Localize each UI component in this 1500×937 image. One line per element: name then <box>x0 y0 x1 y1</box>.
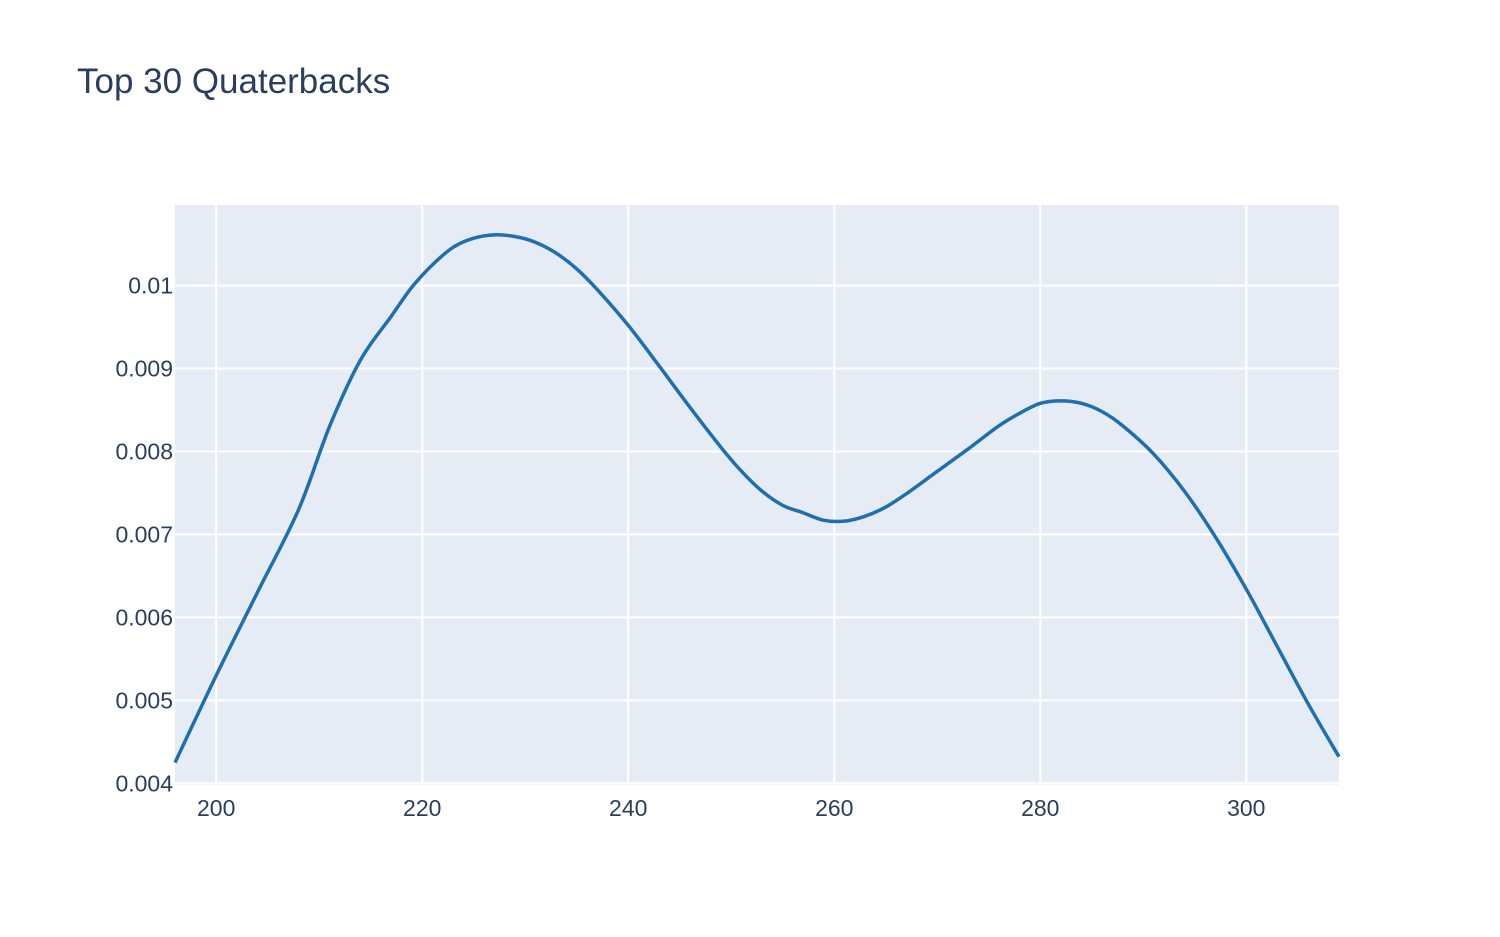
x-tick-label: 300 <box>1227 795 1265 821</box>
y-tick-label: 0.006 <box>115 604 173 630</box>
line-layer <box>173 233 1341 764</box>
y-axis-ticks: 0.004 0.005 0.006 0.007 0.008 0.009 0.01 <box>115 272 173 796</box>
x-tick-label: 220 <box>403 795 441 821</box>
x-tick-label: 240 <box>609 795 647 821</box>
x-tick-label: 280 <box>1021 795 1059 821</box>
y-tick-label: 0.01 <box>128 272 173 298</box>
y-tick-label: 0.005 <box>115 687 173 713</box>
chart-title: Top 30 Quaterbacks <box>77 62 391 101</box>
x-axis-ticks: 200 220 240 260 280 300 <box>197 795 1265 821</box>
y-tick-label: 0.008 <box>115 438 173 464</box>
grid-layer <box>175 205 1339 785</box>
y-tick-label: 0.004 <box>115 770 173 796</box>
x-tick-label: 260 <box>815 795 853 821</box>
y-tick-label: 0.007 <box>115 521 173 547</box>
y-tick-label: 0.009 <box>115 355 173 381</box>
x-tick-label: 200 <box>197 795 235 821</box>
series-line <box>173 233 1341 764</box>
plot-area <box>175 205 1339 785</box>
